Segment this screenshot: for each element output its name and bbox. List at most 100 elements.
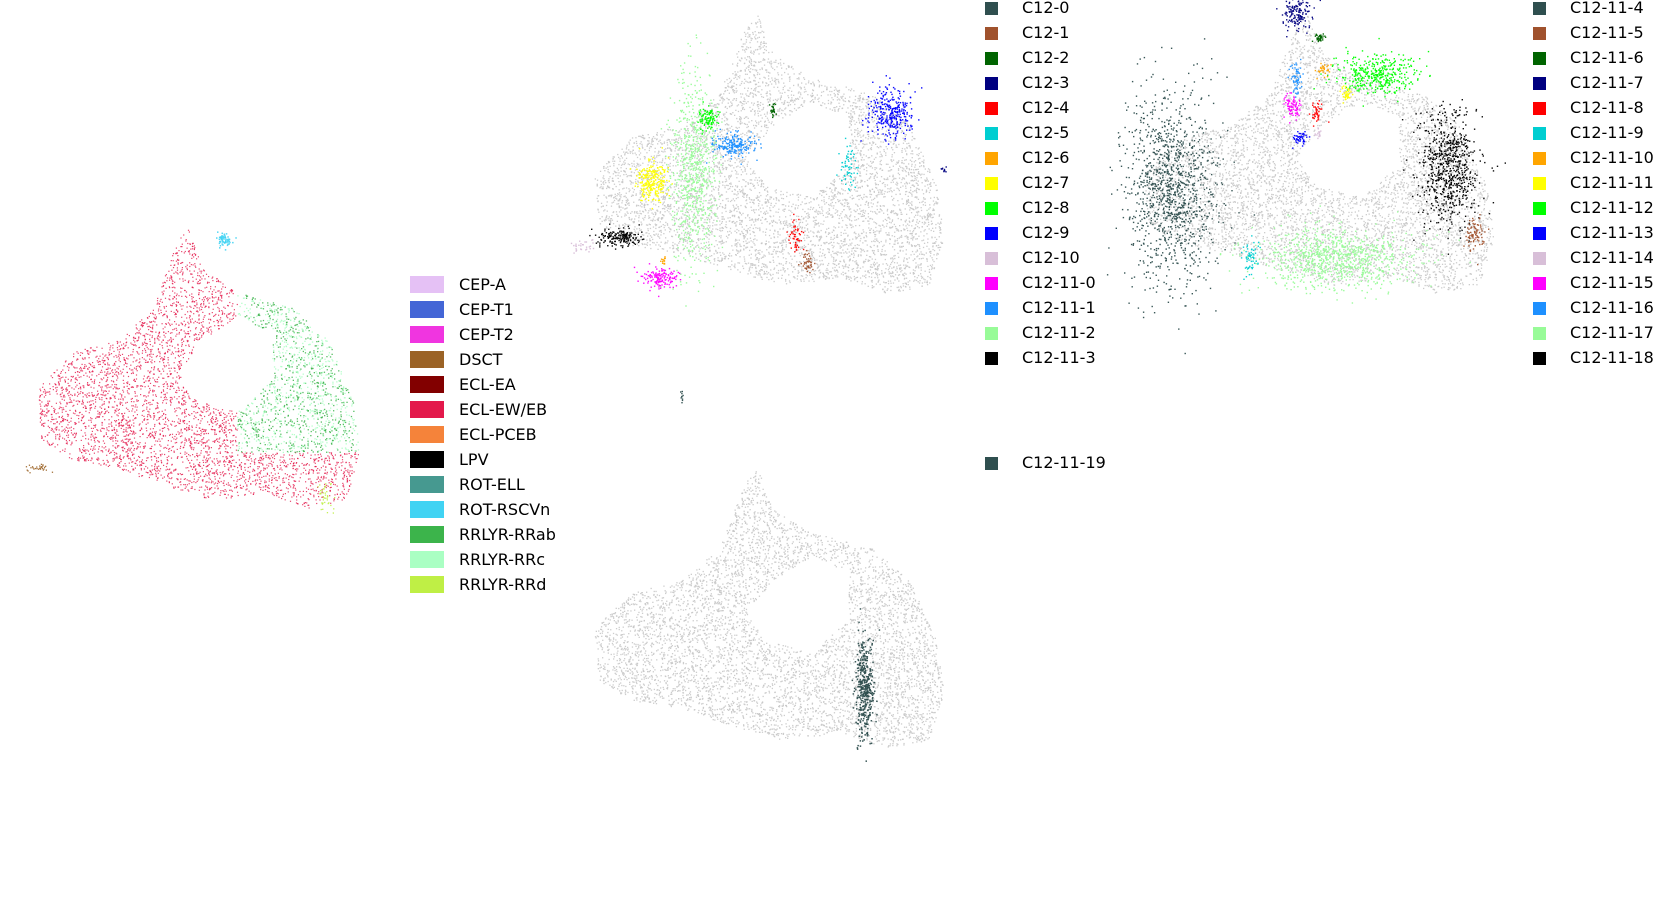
legend-label: RRLYR-RRd [459,576,546,593]
series-dsct [25,463,54,474]
legend-label: C12-11-11 [1570,175,1654,191]
legend-label: CEP-T1 [459,301,514,318]
legend-swatch [410,301,444,318]
legend-swatch [1533,101,1546,115]
legend-label: C12-11-10 [1570,150,1654,166]
series-c12-11-10 [1314,62,1332,80]
legend-label: C12-11-2 [1022,325,1096,341]
legend-entry: C12-11-14 [1533,250,1654,266]
legend-swatch [1533,51,1546,65]
legend-label: C12-11-17 [1570,325,1654,341]
legend-label: C12-11-6 [1570,50,1644,66]
legend-label: C12-3 [1022,75,1069,91]
legend-swatch [1533,326,1546,340]
umap-scatter-variable-types [25,229,360,514]
legend-entry: CEP-A [410,276,506,293]
legend-entry: RRLYR-RRab [410,526,556,543]
series-c12-0 [680,390,684,404]
legend-swatch [985,301,998,315]
series-c12-2 [768,103,777,119]
legend-label: ECL-EA [459,376,516,393]
legend-entry: C12-1 [985,25,1069,41]
legend-label: C12-11-8 [1570,100,1644,116]
series-c12-11-7 [1276,0,1321,38]
legend-swatch [1533,201,1546,215]
legend-label: C12-11-12 [1570,200,1654,216]
legend-label: C12-11-1 [1022,300,1096,316]
legend-entry: C12-3 [985,75,1069,91]
legend-label: C12-11-19 [1022,455,1106,471]
legend-label: C12-9 [1022,225,1069,241]
umap-scatter-c12-clusters [570,15,947,404]
legend-swatch [410,476,444,493]
legend-swatch [1533,176,1546,190]
legend-entry: ROT-RSCVn [410,501,550,518]
series-c12-1 [798,249,816,274]
legend-label: RRLYR-RRab [459,526,556,543]
legend-label: C12-11-13 [1570,225,1654,241]
series-c12-11-6 [1311,33,1327,43]
legend-label: C12-6 [1022,150,1069,166]
legend-entry: ECL-EW/EB [410,401,547,418]
legend-swatch [985,126,998,140]
series-c12-11-13 [1292,131,1311,149]
legend-entry: C12-11-19 [985,455,1106,471]
legend-label: ECL-EW/EB [459,401,547,418]
legend-entry: RRLYR-RRc [410,551,545,568]
legend-label: C12-2 [1022,50,1069,66]
series-c12-11-8 [1308,100,1330,127]
legend-swatch [410,551,444,568]
series-rrlyr-rrc [237,295,360,454]
legend-entry: ECL-PCEB [410,426,537,443]
series-c12-11-12 [1313,37,1431,107]
legend-entry: C12-11-12 [1533,200,1654,216]
legend-swatch [410,276,444,293]
legend-swatch [985,1,998,15]
legend-swatch [1533,251,1546,265]
legend-entry: C12-11-7 [1533,75,1644,91]
legend-entry: C12-11-8 [1533,100,1644,116]
legend-swatch [410,451,444,468]
legend-label: ROT-ELL [459,476,525,493]
legend-swatch [1533,301,1546,315]
legend-label: C12-11-7 [1570,75,1644,91]
series-c12-11-1 [706,128,762,165]
legend-entry: C12-11-15 [1533,275,1654,291]
legend-swatch [410,501,444,518]
legend-swatch [985,76,998,90]
legend-swatch [985,51,998,65]
legend-entry: C12-11-0 [985,275,1096,291]
legend-entry: C12-11-16 [1533,300,1654,316]
series-c12-8 [697,101,721,135]
legend-swatch [410,401,444,418]
legend-swatch [1533,76,1546,90]
legend-entry: ROT-ELL [410,476,525,493]
legend-entry: ECL-EA [410,376,516,393]
legend-label: C12-11-3 [1022,350,1096,366]
series-c12-11-9 [1240,235,1261,280]
series-c12-4 [786,213,805,253]
series-c12-5 [836,137,859,191]
legend-swatch [985,101,998,115]
legend-entry: C12-11-5 [1533,25,1644,41]
legend-swatch [985,201,998,215]
legend-entry: C12-8 [985,200,1069,216]
legend-swatch [985,276,998,290]
legend-swatch [1533,126,1546,140]
legend-swatch [410,326,444,343]
legend-swatch [1533,1,1546,15]
series-c12-11-5 [1463,214,1490,266]
series-background [594,15,944,294]
umap-scatter-c12-11-subclusters [1106,0,1506,355]
legend-label: C12-5 [1022,125,1069,141]
legend-label: C12-11-18 [1570,350,1654,366]
legend-swatch [410,376,444,393]
series-c12-11-15 [1283,92,1302,124]
legend-swatch [1533,226,1546,240]
legend-entry: C12-11-1 [985,300,1096,316]
series-background [594,471,944,748]
legend-entry: RRLYR-RRd [410,576,546,593]
legend-label: C12-11-15 [1570,275,1654,291]
legend-entry: C12-0 [985,0,1069,16]
legend-swatch [985,456,998,470]
